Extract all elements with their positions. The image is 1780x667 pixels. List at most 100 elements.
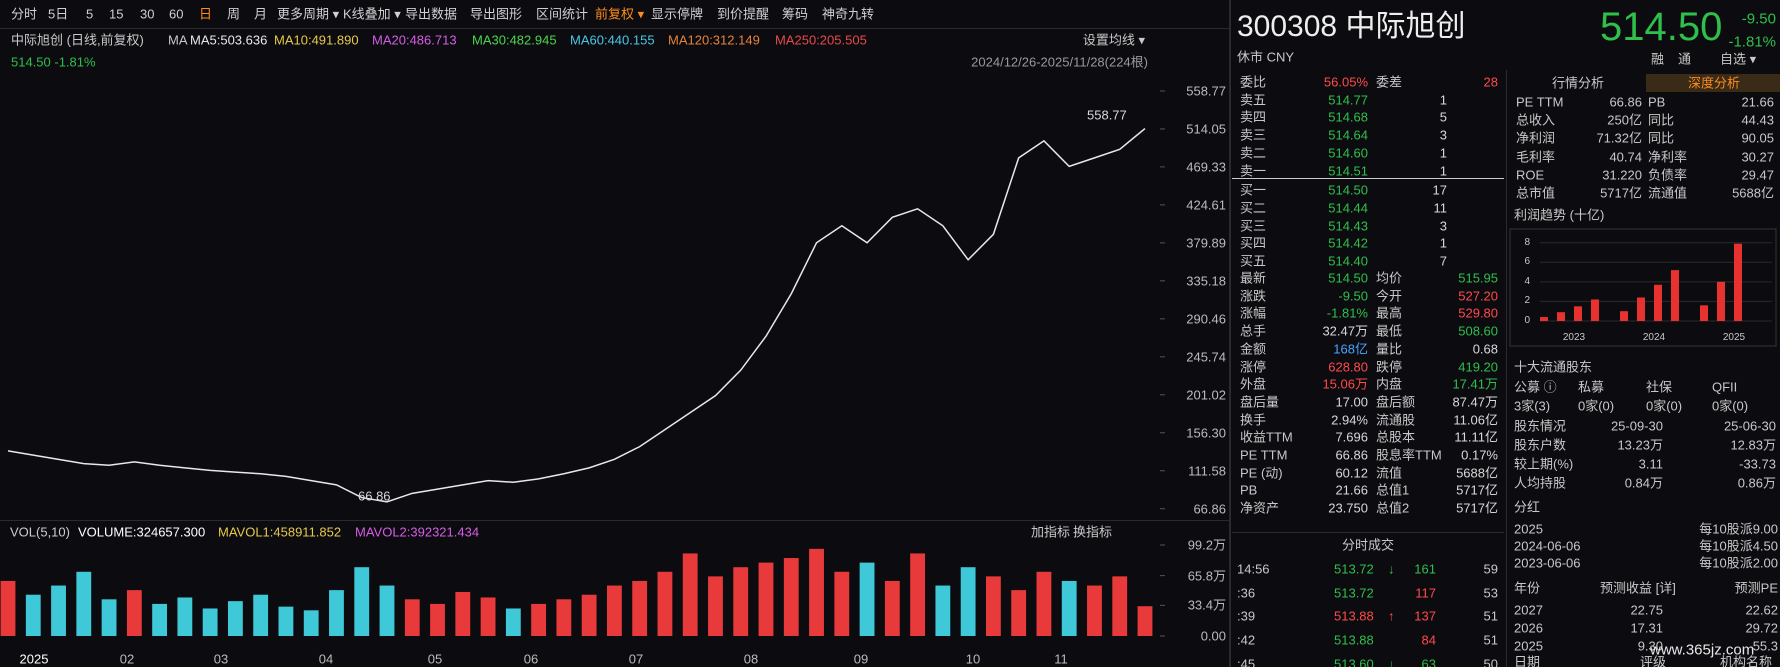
chart-frame	[1509, 228, 1777, 347]
value: 5717亿	[1456, 482, 1498, 498]
value: 31.220	[1602, 167, 1642, 183]
value: 32.47万	[1322, 323, 1368, 339]
volume-bar	[152, 603, 168, 636]
y-tick-label: 6	[1524, 256, 1530, 268]
y-tick-label: 8	[1524, 236, 1530, 248]
value: 5717亿	[1456, 500, 1498, 516]
label: 2025	[1514, 521, 1543, 537]
label: 卖四	[1240, 109, 1267, 125]
value: 0.84万	[1624, 475, 1663, 491]
toolbar-button[interactable]: 更多周期 ▾	[277, 6, 340, 22]
y-tick-label: 469.33	[1186, 159, 1226, 175]
value: 527.20	[1458, 288, 1498, 304]
price: 514.40	[1328, 253, 1368, 269]
x-tick-label: 09	[853, 651, 869, 667]
value: 每10股派2.00	[1699, 555, 1778, 571]
tab[interactable]: 行情分析	[1551, 75, 1605, 91]
quote-button[interactable]: 通	[1678, 51, 1692, 67]
volume-bar	[253, 594, 269, 636]
toolbar-button[interactable]: 5日	[48, 6, 69, 22]
volume-bar	[935, 585, 951, 636]
volume: 161	[1414, 561, 1436, 577]
date-range: 2024/12/26-2025/11/28(224根)	[971, 54, 1148, 70]
toolbar-button[interactable]: 30	[140, 6, 155, 22]
value: 5688亿	[1456, 465, 1498, 481]
toolbar-button[interactable]: 月	[254, 6, 268, 22]
label: 外盘	[1240, 376, 1267, 392]
toolbar-button[interactable]: 分时	[11, 6, 38, 22]
label: 卖二	[1240, 145, 1267, 161]
quote-button[interactable]: 自选 ▾	[1720, 51, 1757, 67]
section-title: 十大流通股东	[1514, 359, 1593, 375]
label: 最新	[1240, 270, 1267, 286]
toolbar-button[interactable]: 到价提醒	[717, 6, 770, 22]
price: 514.60	[1328, 145, 1368, 161]
quote-button[interactable]: 融	[1651, 51, 1665, 67]
label: PB	[1648, 94, 1666, 110]
toolbar-button[interactable]: 周	[227, 6, 241, 22]
divider	[1232, 178, 1504, 179]
divider	[0, 28, 1229, 29]
toolbar-button[interactable]: 15	[109, 6, 124, 22]
toolbar-button[interactable]: 区间统计	[536, 6, 589, 22]
indicator-button[interactable]: 加指标	[1031, 524, 1071, 540]
set-ma-button[interactable]: 设置均线 ▾	[1082, 32, 1145, 48]
tab[interactable]: 深度分析	[1687, 75, 1741, 91]
volume-bar	[505, 608, 521, 636]
price-change: 514.50 -1.81%	[11, 54, 96, 70]
price: 514.68	[1328, 109, 1368, 125]
count: 51	[1483, 608, 1498, 624]
value: 12.83万	[1730, 437, 1776, 453]
volume-bar	[379, 585, 395, 636]
volume: 1	[1439, 92, 1447, 108]
value: 0.68	[1472, 341, 1498, 357]
count: 53	[1483, 585, 1498, 601]
value: 71.32亿	[1596, 130, 1642, 146]
toolbar-button[interactable]: 5	[86, 6, 94, 22]
label: PE (动)	[1240, 465, 1283, 481]
last-price: 514.50	[1600, 5, 1723, 49]
volume-bar	[1011, 590, 1027, 636]
toolbar-button[interactable]: 导出数据	[405, 6, 458, 22]
value: 22.62	[1745, 602, 1778, 618]
label: 总股本	[1376, 429, 1416, 445]
value: 514.50	[1328, 270, 1368, 286]
label: 金额	[1240, 341, 1267, 357]
profit-bar	[1620, 311, 1628, 321]
indicator-button[interactable]: 换指标	[1073, 524, 1113, 540]
value: 40.74	[1609, 149, 1642, 165]
toolbar-button[interactable]: 显示停牌	[651, 6, 704, 22]
count: 51	[1483, 632, 1498, 648]
profit-bar	[1671, 270, 1679, 321]
toolbar-button[interactable]: 前复权 ▾	[595, 6, 645, 22]
label: 股东情况	[1514, 418, 1567, 434]
direction: ↓	[1388, 656, 1395, 667]
label: 净利率	[1648, 149, 1688, 165]
value: 17.31	[1630, 620, 1663, 636]
toolbar-button[interactable]: 60	[169, 6, 184, 22]
column-head: 私募	[1578, 379, 1605, 395]
price: 514.51	[1328, 163, 1368, 178]
toolbar-button[interactable]: 神奇九转	[822, 6, 875, 22]
value: 0家(0)	[1712, 398, 1749, 414]
volume-bar	[25, 594, 41, 636]
toolbar-button[interactable]: K线叠加 ▾	[343, 6, 401, 22]
toolbar-button[interactable]: 日	[199, 6, 213, 22]
toolbar-button[interactable]: 筹码	[782, 6, 809, 22]
toolbar-button[interactable]: 导出图形	[470, 6, 523, 22]
volume-tick-label: 0.00	[1200, 628, 1226, 644]
x-tick-label: 2025	[1722, 332, 1746, 343]
volume-bar	[708, 576, 723, 636]
volume: 84	[1421, 632, 1436, 648]
volume-bar	[834, 571, 850, 636]
value: 21.66	[1741, 94, 1774, 110]
volume-legend: MAVOL1:458911.852	[218, 524, 342, 540]
volume-bar	[227, 601, 243, 636]
value: -33.73	[1739, 456, 1776, 472]
label: :42	[1237, 632, 1256, 648]
volume-bar	[758, 562, 774, 636]
x-tick-label: 2025	[19, 651, 49, 667]
label: 买四	[1240, 235, 1267, 251]
x-tick-label: 08	[743, 651, 759, 667]
